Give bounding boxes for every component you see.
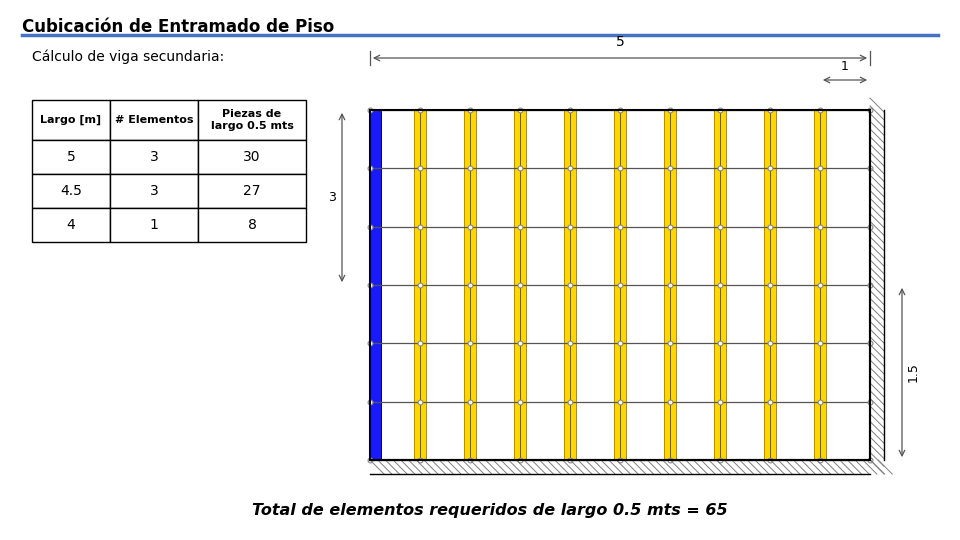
Text: Cálculo de viga secundaria:: Cálculo de viga secundaria:: [32, 50, 225, 64]
Bar: [464, 110, 476, 460]
Bar: [713, 110, 727, 460]
Text: Largo [m]: Largo [m]: [40, 115, 102, 125]
Bar: [814, 110, 827, 460]
Text: # Elementos: # Elementos: [115, 115, 193, 125]
Bar: [110, 174, 198, 208]
Bar: [370, 110, 870, 460]
Bar: [32, 100, 110, 140]
Text: 27: 27: [243, 184, 261, 198]
Bar: [198, 100, 306, 140]
Text: 1.5: 1.5: [907, 362, 920, 382]
Bar: [370, 110, 381, 460]
Bar: [613, 110, 626, 460]
Text: 5: 5: [66, 150, 76, 164]
Text: Cubicación de Entramado de Piso: Cubicación de Entramado de Piso: [22, 18, 334, 36]
Bar: [564, 110, 576, 460]
Bar: [32, 140, 110, 174]
Text: 1: 1: [841, 60, 849, 73]
Bar: [663, 110, 676, 460]
Bar: [764, 110, 777, 460]
Text: 4.5: 4.5: [60, 184, 82, 198]
Bar: [110, 208, 198, 242]
Text: 3: 3: [328, 191, 336, 204]
Text: 5: 5: [615, 35, 624, 49]
Bar: [198, 140, 306, 174]
Text: 3: 3: [150, 184, 158, 198]
Bar: [370, 110, 870, 460]
Text: Total de elementos requeridos de largo 0.5 mts = 65: Total de elementos requeridos de largo 0…: [252, 503, 728, 518]
Bar: [198, 208, 306, 242]
Text: 1: 1: [150, 218, 158, 232]
Bar: [32, 174, 110, 208]
Text: Piezas de
largo 0.5 mts: Piezas de largo 0.5 mts: [210, 109, 294, 131]
Text: 30: 30: [243, 150, 261, 164]
Bar: [198, 174, 306, 208]
Bar: [110, 100, 198, 140]
Text: 4: 4: [66, 218, 76, 232]
Bar: [414, 110, 426, 460]
Text: 8: 8: [248, 218, 256, 232]
Bar: [110, 140, 198, 174]
Bar: [32, 208, 110, 242]
Bar: [514, 110, 526, 460]
Text: 3: 3: [150, 150, 158, 164]
